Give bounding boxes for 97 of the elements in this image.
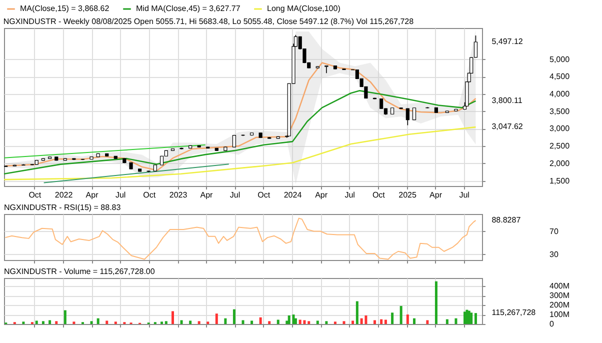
bar (288, 315, 290, 324)
y-tick-label: 2,500 (550, 142, 570, 151)
y-tick-label: 3,000 (550, 124, 570, 134)
x-tick-label: 2025 (398, 190, 417, 200)
chart-title: NGXINDUSTR - Weekly 08/08/2025 Open 5055.71, Hi 5683.48, Lo 5055.48, Close 5497.12 (8.7%) Vol 115,267,728 (3, 17, 414, 26)
bar (454, 318, 458, 324)
bar (294, 318, 297, 324)
y-tick-label: 70 (550, 226, 559, 236)
bar (224, 318, 227, 324)
bar (232, 309, 236, 324)
chart-title: NGXINDUSTR - Volume = 115,267,728.00 (4, 267, 156, 276)
legend-label: Long MA(Close,100) (267, 4, 341, 13)
legend-label: MA(Close,15) = 3,868.62 (20, 4, 110, 13)
x-tick-label: Apr (200, 190, 214, 200)
y-tick-label: 4,000 (550, 89, 570, 98)
bar (373, 320, 376, 324)
bar (316, 320, 319, 324)
bar (171, 311, 174, 324)
bar (90, 321, 93, 324)
x-tick-label: Apr (86, 190, 99, 200)
bar (400, 306, 402, 324)
y-tick-label: 2,000 (550, 158, 570, 168)
y-tick-label: 100M (550, 310, 570, 320)
bar (342, 321, 346, 324)
candlestick (232, 134, 236, 148)
x-tick-label: Apr (315, 190, 328, 200)
legend-label: Mid MA(Close,45) = 3,627.77 (136, 4, 241, 13)
y-tick-label: 4,500 (550, 72, 570, 82)
bar (434, 281, 438, 324)
bar (325, 321, 328, 324)
bar (250, 320, 254, 324)
bar (259, 317, 262, 324)
line-series (5, 62, 476, 172)
x-tick-label: 2022 (54, 190, 74, 200)
line-series (3, 90, 476, 174)
candlestick (324, 65, 328, 74)
bar (164, 321, 168, 324)
bar (106, 320, 108, 324)
bar (198, 321, 200, 324)
bar (96, 318, 100, 324)
bar (391, 312, 394, 324)
bar (180, 320, 183, 324)
bar (189, 320, 192, 324)
bar (215, 314, 218, 324)
annotation: 3,800.11 (492, 96, 523, 105)
bar (352, 320, 354, 324)
candlestick (412, 107, 416, 120)
x-tick-label: Oct (372, 190, 386, 200)
bar (426, 320, 429, 324)
candlestick (406, 108, 410, 126)
chart-title: NGXINDUSTR - RSI(15) = 88.83 (4, 203, 122, 212)
bar (474, 313, 477, 324)
bar (364, 315, 368, 324)
x-tick-label: Oct (143, 190, 156, 200)
bar (268, 321, 271, 324)
x-tick-label: Oct (258, 190, 271, 200)
bar (242, 320, 244, 324)
bar (356, 301, 358, 324)
x-tick-label: Jul (459, 190, 470, 200)
y-tick-label: 1,500 (550, 176, 570, 186)
bar (413, 318, 416, 324)
x-tick-label: Oct (28, 190, 42, 200)
bar (298, 320, 302, 324)
annotation: 88.8287 (492, 215, 522, 224)
bar (360, 318, 363, 324)
y-tick-label: 30 (550, 250, 559, 259)
y-tick-label: 3,500 (550, 106, 570, 116)
x-tick-label: Apr (430, 190, 442, 200)
bar (276, 320, 280, 324)
x-tick-label: Jul (115, 190, 126, 200)
bar (64, 310, 66, 324)
bar (42, 321, 44, 324)
bar (470, 312, 473, 324)
line-series (3, 126, 476, 180)
bar (303, 320, 306, 324)
bar (446, 319, 448, 324)
x-tick-label: Jul (344, 190, 356, 200)
bar (35, 320, 38, 324)
y-tick-label: 400M (550, 282, 570, 291)
y-tick-label: 300M (550, 291, 570, 300)
x-tick-label: 2024 (284, 190, 302, 200)
bar (292, 314, 295, 324)
bar (380, 319, 383, 324)
bar (406, 314, 409, 324)
bar (308, 321, 310, 324)
annotation: 3,047.62 (492, 122, 524, 132)
bar (55, 321, 58, 324)
x-tick-label: 2023 (169, 190, 188, 200)
bar (48, 320, 52, 324)
y-tick-label: 200M (550, 300, 570, 310)
y-tick-label: 0 (550, 320, 554, 328)
bar (384, 320, 387, 324)
x-tick-label: Jul (230, 190, 240, 200)
y-tick-label: 5,000 (550, 54, 570, 64)
annotation: 5,497.12 (492, 36, 524, 46)
annotation: 115,267,728 (492, 308, 536, 318)
line-series (4, 218, 476, 260)
